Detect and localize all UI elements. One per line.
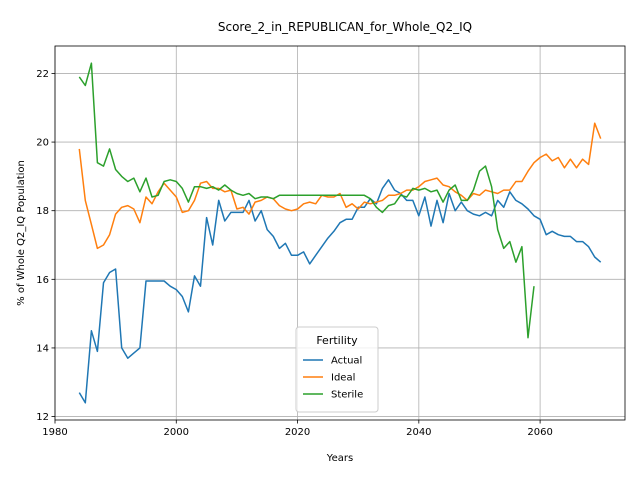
x-tick-label: 1980 <box>42 427 67 438</box>
y-axis-label: % of Whole Q2_IQ Population <box>16 160 27 306</box>
x-tick-label: 2020 <box>285 427 310 438</box>
legend-label-ideal: Ideal <box>331 373 355 384</box>
y-tick-label: 12 <box>36 412 49 423</box>
series-line-actual <box>78 179 602 404</box>
y-tick-label: 16 <box>36 275 49 286</box>
x-tick-label: 2060 <box>527 427 552 438</box>
series-lines <box>78 62 602 404</box>
chart-title: Score_2_in_REPUBLICAN_for_Whole_Q2_IQ <box>218 20 472 34</box>
series-line-ideal <box>78 122 602 250</box>
grid-lines <box>54 46 625 420</box>
legend-label-actual: Actual <box>331 356 362 367</box>
series-line-sterile <box>78 62 535 339</box>
plot-area-border <box>54 45 626 421</box>
legend-title: Fertility <box>316 334 358 347</box>
y-tick-label: 14 <box>36 343 49 354</box>
x-axis-label: Years <box>326 453 353 464</box>
legend: Fertility Actual Ideal Sterile <box>295 326 379 413</box>
y-tick-label: 18 <box>36 206 49 217</box>
legend-items: Actual Ideal Sterile <box>303 356 363 401</box>
x-tick-label: 2040 <box>406 427 431 438</box>
x-tick-label: 2000 <box>164 427 189 438</box>
legend-label-sterile: Sterile <box>331 390 363 401</box>
y-tick-label: 22 <box>36 69 49 80</box>
axis-ticks: 1980 2000 2020 2040 2060 12 14 16 18 20 22 <box>36 69 553 438</box>
y-tick-label: 20 <box>36 138 49 149</box>
legend-box <box>295 326 379 413</box>
